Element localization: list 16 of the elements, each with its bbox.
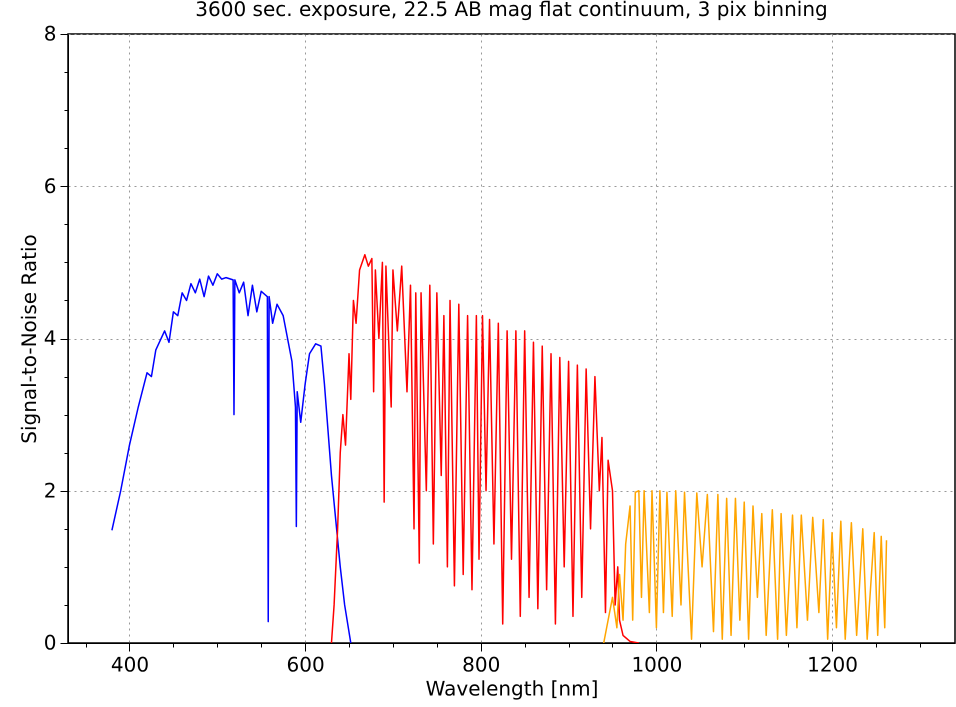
y-axis-title: Signal-to-Noise Ratio: [16, 234, 41, 444]
y-tick-label: 0: [44, 630, 56, 654]
x-tick-label: 400: [110, 652, 150, 676]
x-tick-label: 800: [462, 652, 500, 676]
x-axis-title: Wavelength [nm]: [426, 676, 598, 700]
line-series: [602, 490, 888, 643]
line-series: [111, 273, 352, 643]
line-series: [330, 254, 640, 643]
x-tick-label: 1200: [807, 652, 858, 676]
y-tick-label: 2: [44, 478, 56, 502]
y-tick-label: 4: [44, 326, 56, 350]
chart-title: 3600 sec. exposure, 22.5 AB mag flat continuum, 3 pix binning: [195, 0, 828, 21]
y-tick-label: 8: [44, 22, 56, 46]
x-tick-label: 600: [286, 652, 325, 676]
y-tick-label: 6: [44, 174, 56, 198]
x-tick-label: 1000: [631, 652, 682, 676]
